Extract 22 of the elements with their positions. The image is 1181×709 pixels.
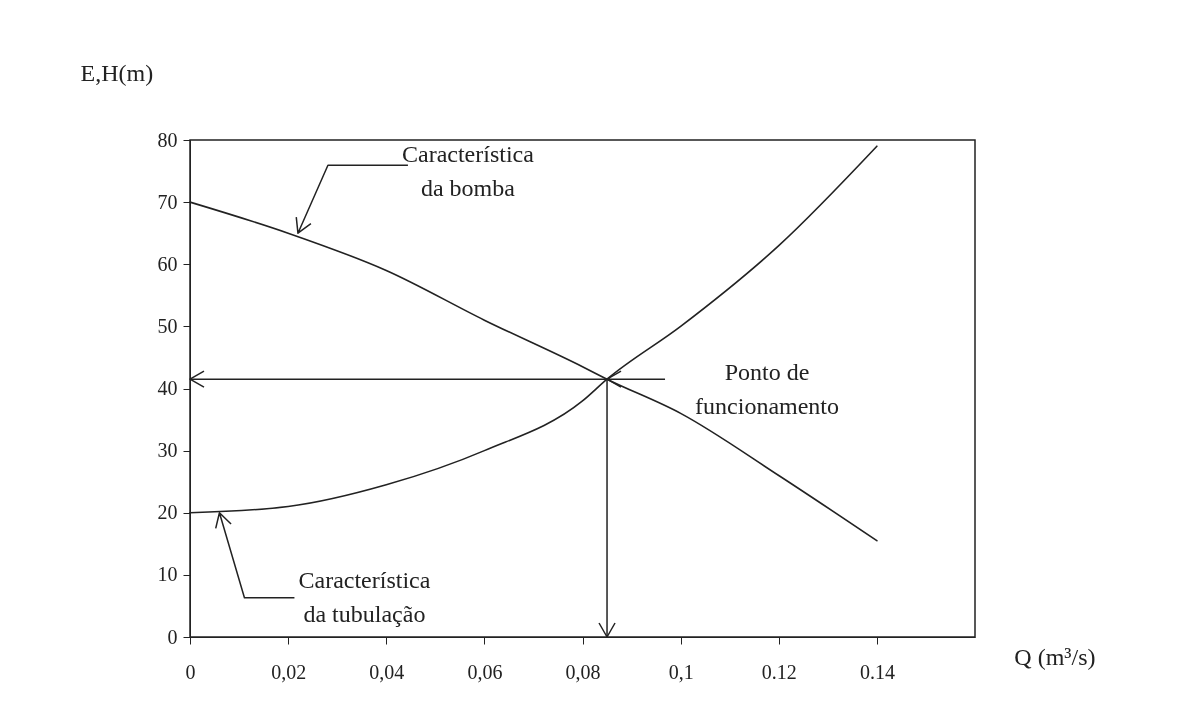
x-tick-label: 0	[185, 660, 196, 683]
x-tick-label: 0.14	[859, 660, 895, 683]
y-tick-label: 60	[157, 252, 178, 275]
x-tick-label: 0.12	[761, 660, 797, 683]
annotation: Característica da bomba	[401, 141, 535, 202]
y-tick-label: 50	[157, 314, 178, 337]
x-tick-label: 0,04	[369, 660, 405, 683]
y-axis-title: E,H(m)	[80, 59, 154, 86]
y-tick-label: 0	[167, 625, 178, 648]
y-tick-label: 10	[157, 563, 178, 586]
annotation: Característica da tubulação	[298, 566, 431, 627]
y-tick-label: 40	[157, 377, 178, 399]
y-tick-label: 30	[157, 439, 178, 462]
annotation: Ponto de funcionamento	[695, 359, 840, 420]
y-tick-label: 70	[157, 190, 178, 213]
x-tick-label: 0,06	[467, 660, 503, 683]
x-tick-label: 0,1	[668, 660, 694, 683]
x-tick-label: 0,02	[271, 660, 307, 683]
y-tick-label: 80	[157, 128, 178, 151]
x-axis-title: Q (m³/s)	[1014, 643, 1096, 670]
y-tick-label: 20	[157, 501, 178, 524]
x-tick-label: 0,08	[565, 660, 601, 683]
